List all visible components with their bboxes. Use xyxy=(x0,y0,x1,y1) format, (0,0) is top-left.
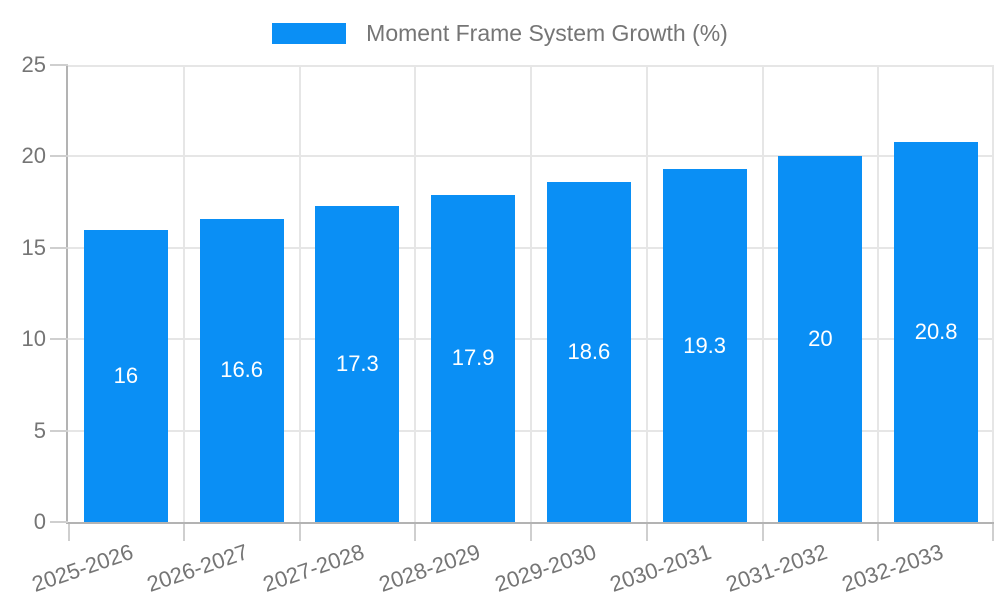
y-axis-tick-label: 15 xyxy=(21,234,46,260)
x-axis-line xyxy=(66,522,994,524)
v-gridline xyxy=(182,65,185,522)
bar-value-label: 16.6 xyxy=(220,357,264,383)
x-tick-mark xyxy=(414,524,417,541)
x-tick-mark xyxy=(298,524,301,541)
y-tick-mark xyxy=(50,521,68,523)
x-axis-category-label: 2026-2027 xyxy=(144,539,252,597)
x-tick-mark xyxy=(992,524,994,541)
bar-value-label: 19.3 xyxy=(683,332,727,358)
bar[interactable]: 18.6 xyxy=(546,182,631,522)
y-axis-tick-label: 10 xyxy=(21,326,46,352)
v-gridline xyxy=(761,65,764,522)
v-gridline xyxy=(414,65,417,522)
y-axis-tick-label: 25 xyxy=(21,52,46,77)
x-axis-category-label: 2031-2032 xyxy=(722,539,831,597)
x-tick-mark xyxy=(530,524,532,541)
y-axis-line xyxy=(66,65,68,524)
bar-value-label: 20 xyxy=(808,326,833,352)
x-axis-category-label: 2032-2033 xyxy=(838,539,947,597)
x-tick-mark xyxy=(761,524,764,541)
y-axis-tick-label: 5 xyxy=(33,417,46,443)
bar[interactable]: 19.3 xyxy=(662,169,747,522)
y-axis-tick-label: 0 xyxy=(33,509,46,534)
x-tick-mark xyxy=(68,524,70,541)
y-tick-mark xyxy=(50,338,68,341)
legend-swatch xyxy=(272,23,347,44)
bar-value-label: 17.9 xyxy=(451,345,495,371)
bar[interactable]: 16.6 xyxy=(199,218,284,522)
y-axis-tick-label: 20 xyxy=(21,143,46,169)
bar[interactable]: 20.8 xyxy=(894,141,979,522)
x-axis-category-label: 2029-2030 xyxy=(491,539,600,597)
legend-label: Moment Frame System Growth (%) xyxy=(366,20,728,46)
y-tick-mark xyxy=(50,246,68,249)
x-axis-category-label: 2027-2028 xyxy=(259,539,368,597)
x-axis-category-label: 2025-2026 xyxy=(28,539,137,597)
x-tick-mark xyxy=(877,524,880,541)
y-tick-mark xyxy=(50,155,68,158)
x-axis-category-label: 2030-2031 xyxy=(607,539,715,597)
plot-area: 16 16.6 17.3 17.9 18.6 19.3 20 20.8 xyxy=(68,65,994,522)
bar-value-label: 18.6 xyxy=(567,339,611,364)
legend[interactable]: Moment Frame System Growth (%) xyxy=(0,20,1000,47)
bar-value-label: 16 xyxy=(113,362,139,388)
v-gridline xyxy=(992,65,994,522)
x-axis-category-label: 2028-2029 xyxy=(375,539,484,597)
y-tick-mark xyxy=(50,64,68,66)
v-gridline xyxy=(877,65,880,522)
v-gridline xyxy=(645,65,648,522)
bar-value-label: 20.8 xyxy=(914,318,958,344)
y-tick-mark xyxy=(50,429,68,432)
x-tick-mark xyxy=(182,524,185,541)
v-gridline xyxy=(298,65,301,522)
x-tick-mark xyxy=(645,524,648,541)
bar[interactable]: 17.3 xyxy=(315,205,400,522)
v-gridline xyxy=(530,65,532,522)
bar-value-label: 17.3 xyxy=(335,350,379,376)
bar[interactable]: 16 xyxy=(83,229,168,522)
bar[interactable]: 17.9 xyxy=(431,194,516,522)
bar[interactable]: 20 xyxy=(778,156,863,522)
